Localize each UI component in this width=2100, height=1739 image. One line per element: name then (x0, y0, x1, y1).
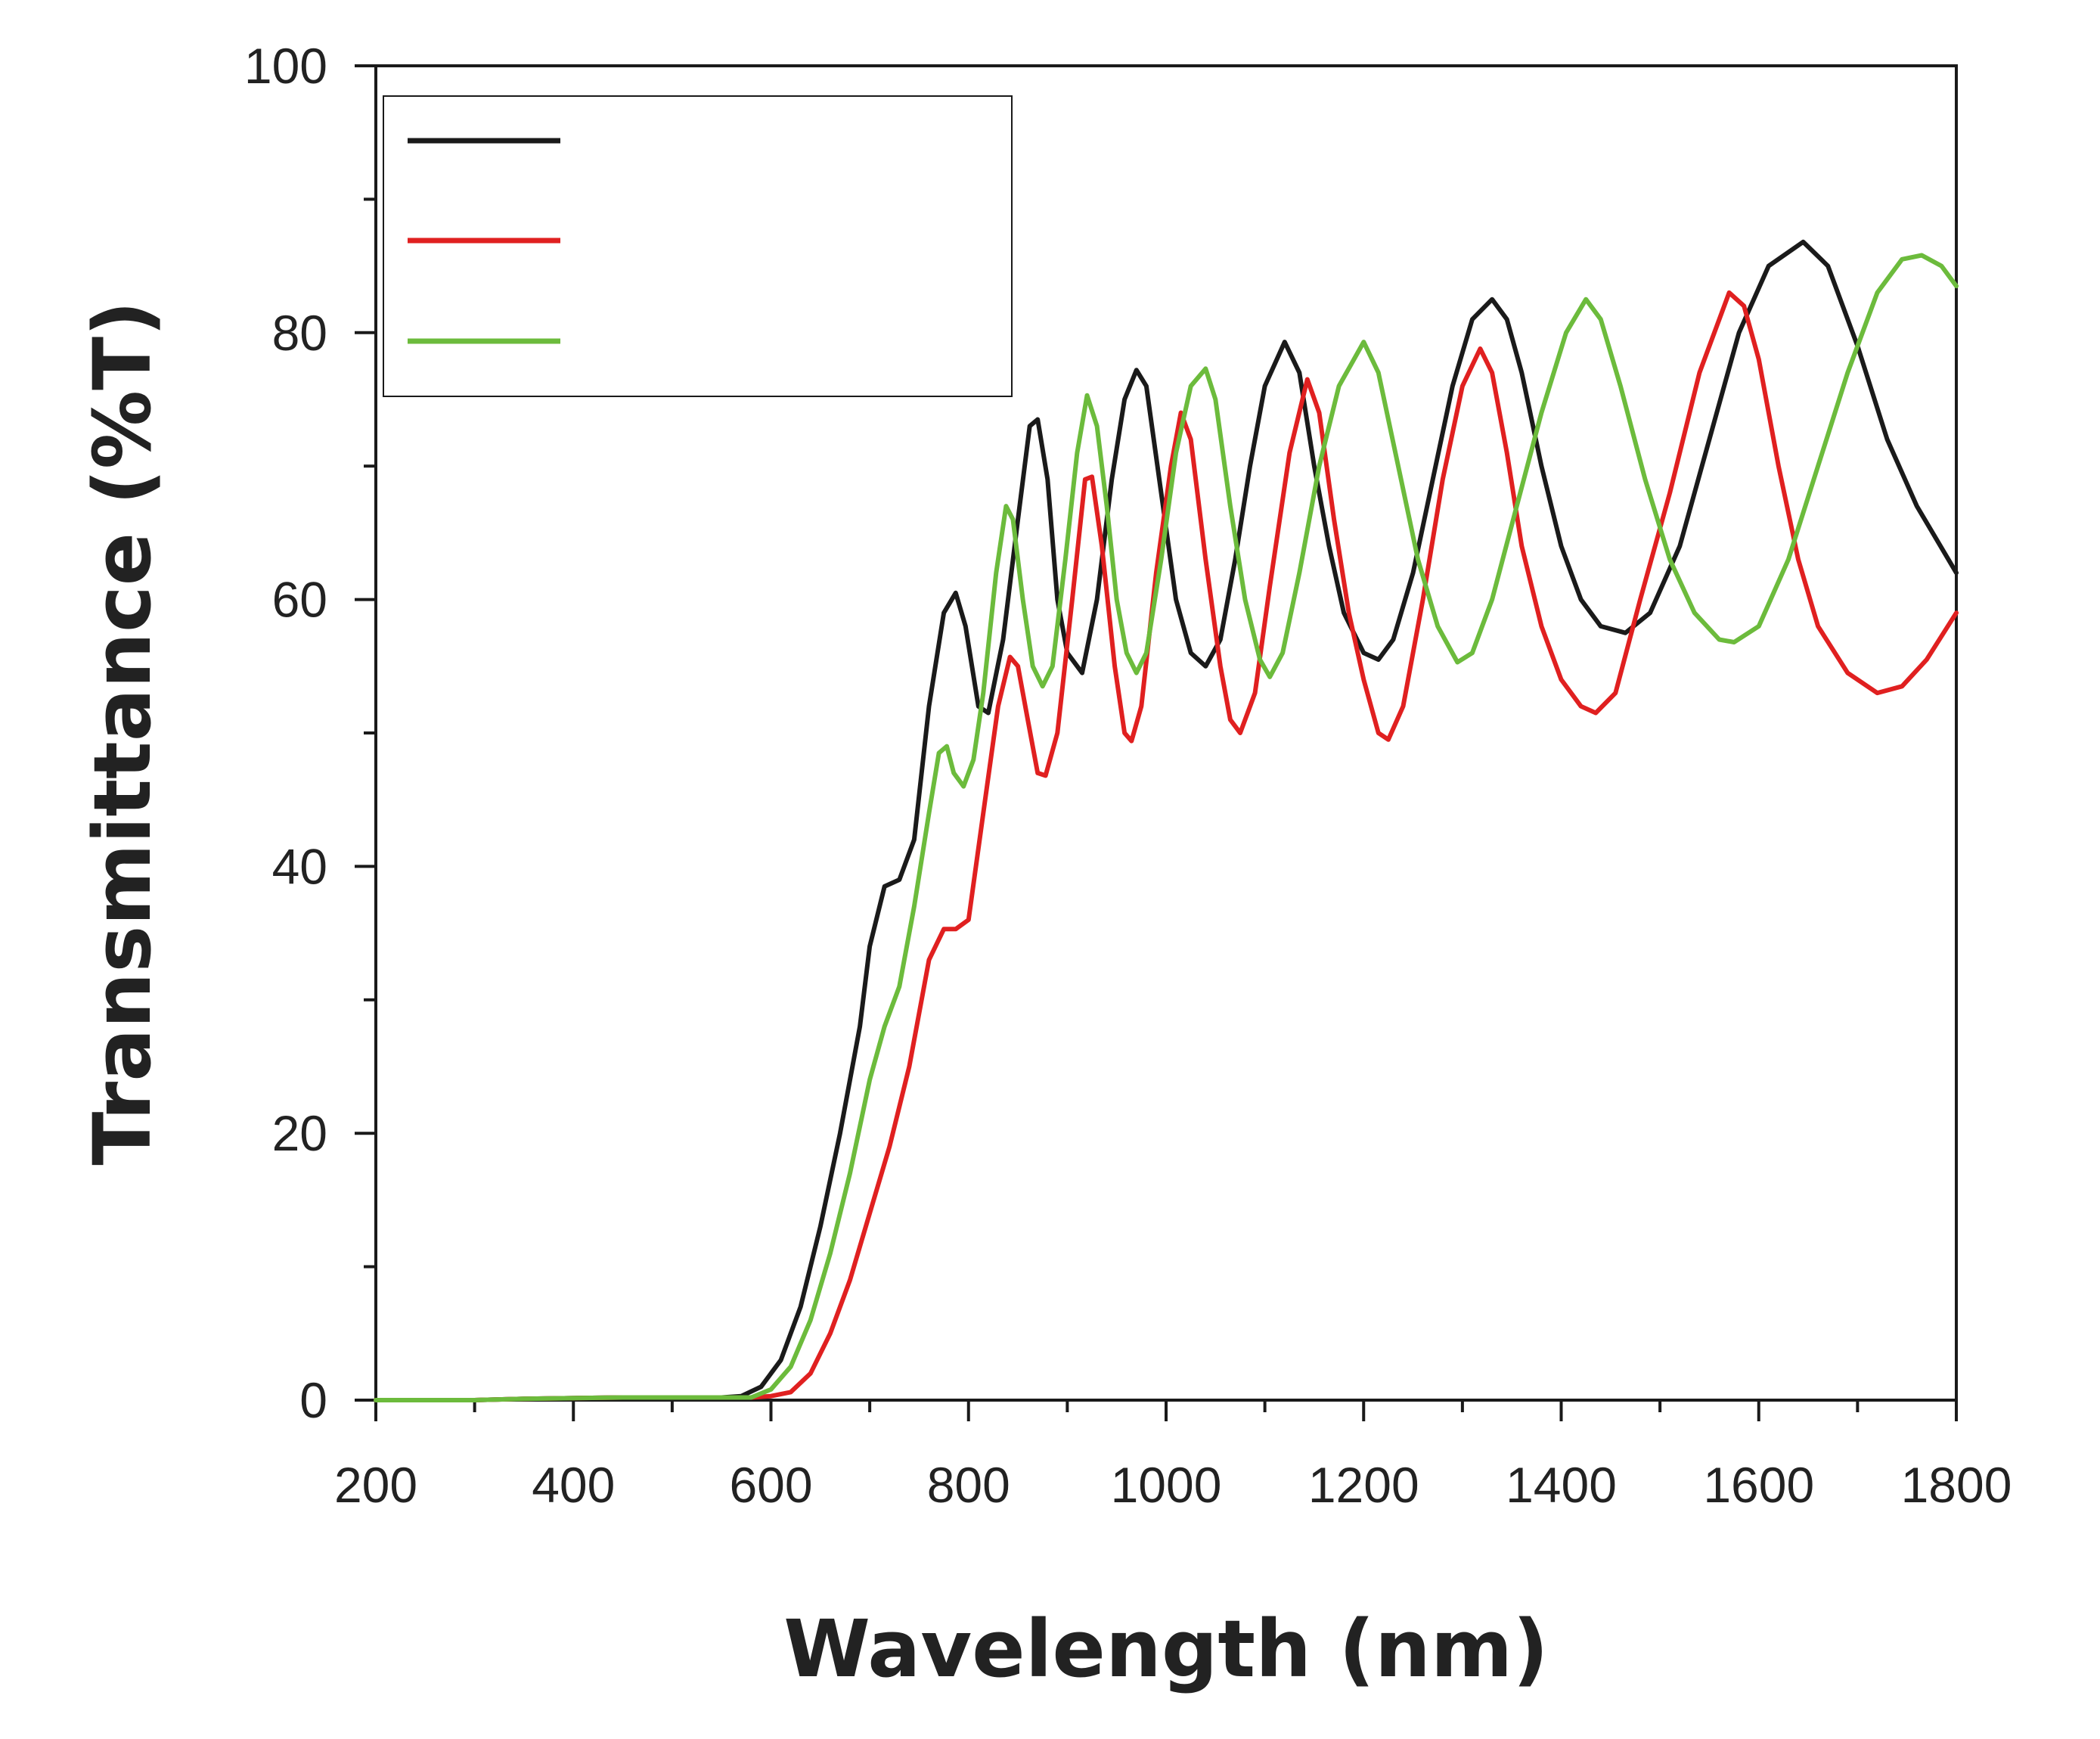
series-line-2 (374, 290, 1959, 1402)
x-tick-label: 1400 (1506, 1457, 1617, 1513)
series-lines (374, 239, 1959, 1402)
y-tick-label: 60 (272, 572, 327, 628)
x-tick-label: 1800 (1901, 1457, 2012, 1513)
y-tick-label: 20 (272, 1105, 327, 1161)
x-tick-label: 1600 (1703, 1457, 1814, 1513)
x-tick-label: 400 (532, 1457, 615, 1513)
x-tick-label: 1200 (1308, 1457, 1419, 1513)
axis-ticks (355, 64, 1958, 1421)
legend-box (383, 95, 1013, 397)
y-tick-label: 40 (272, 838, 327, 894)
y-axis-title: Transmittance (%T) (76, 300, 169, 1165)
x-tick-label: 800 (927, 1457, 1010, 1513)
x-tick-label: 600 (729, 1457, 812, 1513)
x-axis-title: Wavelength (nm) (783, 1603, 1549, 1695)
axis-tick-labels: 200 400 600 800 1000 1200 1400 1600 1800 0 20 40 60 8… (244, 38, 2012, 1513)
y-tick-label: 0 (299, 1372, 327, 1428)
x-tick-label: 200 (334, 1457, 417, 1513)
series-line-3 (374, 253, 1959, 1402)
y-tick-label: 100 (244, 38, 327, 94)
series-line-1 (374, 239, 1959, 1402)
x-tick-label: 1000 (1111, 1457, 1222, 1513)
legend (383, 95, 1013, 397)
y-tick-label: 80 (272, 305, 327, 361)
